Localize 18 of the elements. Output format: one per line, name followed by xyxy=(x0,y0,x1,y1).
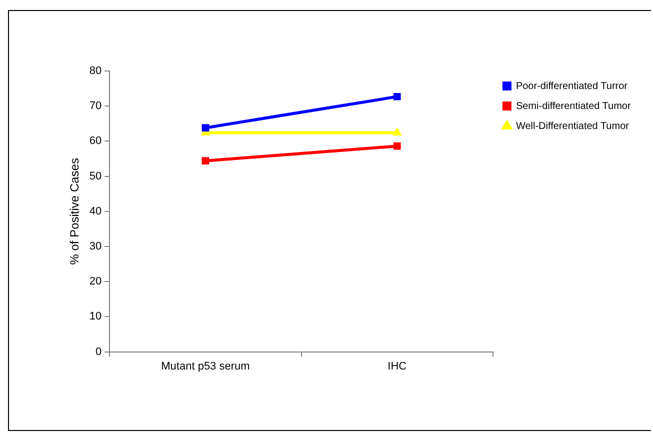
y-axis-title: % of Positive Cases xyxy=(68,158,82,265)
y-tick-label: 40 xyxy=(89,205,102,218)
legend-label: Well-Differentiated Tumor xyxy=(516,120,630,132)
y-tick-label: 10 xyxy=(89,310,102,323)
y-tick-label: 80 xyxy=(89,65,102,78)
legend-label: Poor-differentiated Turror xyxy=(516,80,628,92)
point xyxy=(393,142,401,150)
y-tick-label: 0 xyxy=(96,346,102,358)
y-tick-label: 20 xyxy=(89,276,102,288)
point xyxy=(393,92,401,100)
y-tick-label: 70 xyxy=(89,100,102,112)
y-tick-label: 30 xyxy=(89,240,102,253)
y-tick-label: 50 xyxy=(89,170,102,182)
legend-label: Semi-differentiated Tumor xyxy=(516,100,632,112)
x-tick-label: Mutant p53 serum xyxy=(161,360,250,372)
y-tick-label: 60 xyxy=(89,135,102,148)
x-tick-label: IHC xyxy=(388,360,407,372)
point xyxy=(202,157,210,165)
